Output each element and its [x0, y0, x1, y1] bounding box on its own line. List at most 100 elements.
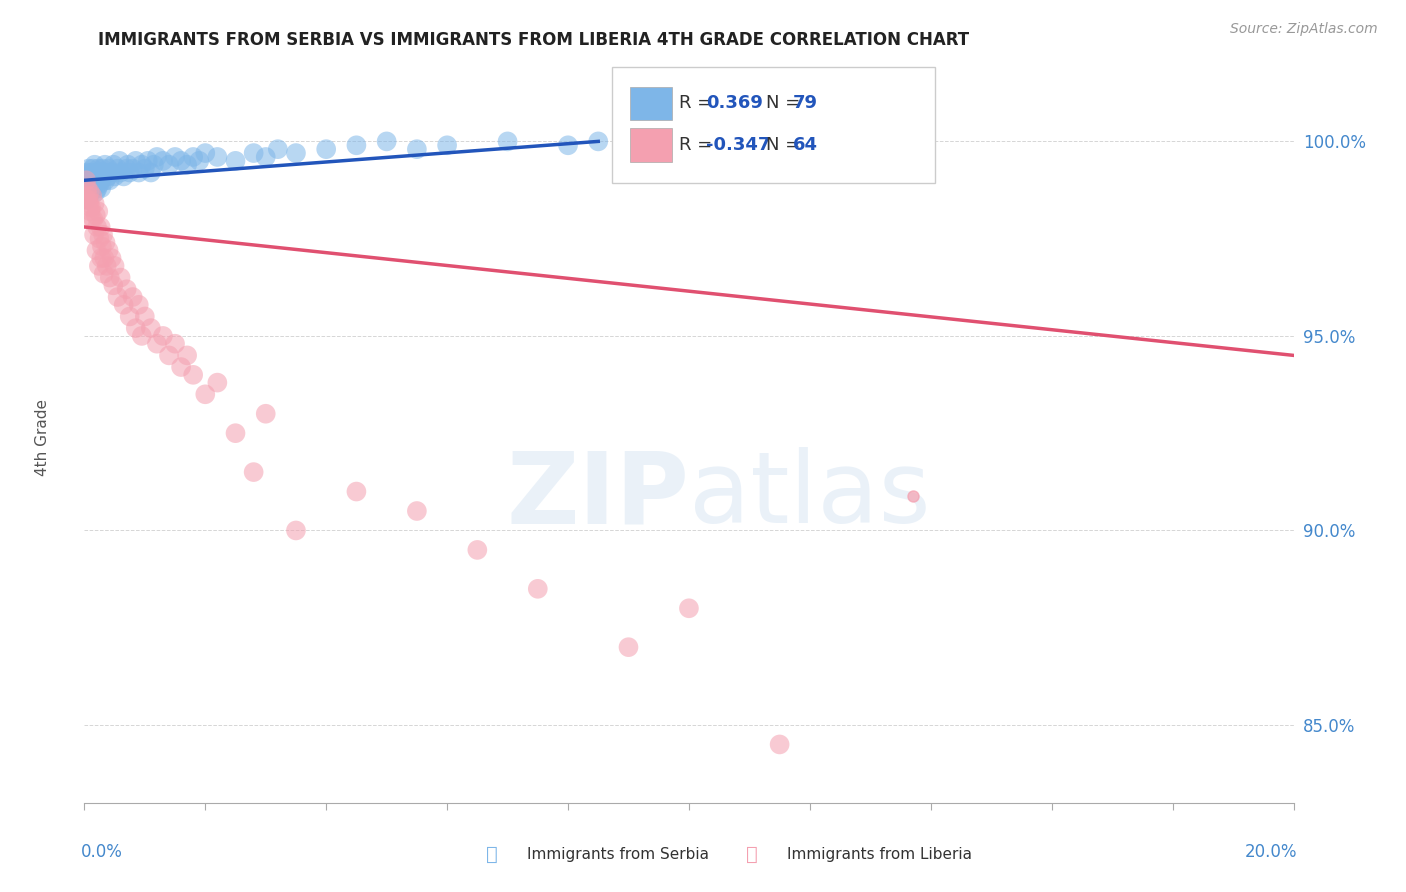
Point: [90, 251, 112, 265]
Point: [125, 153, 148, 168]
Point: [315, 142, 337, 156]
Point: [557, 138, 579, 153]
Point: [87, 169, 110, 184]
Point: [176, 158, 198, 172]
Text: 20.0%: 20.0%: [1244, 843, 1298, 861]
Point: [152, 153, 174, 168]
Point: [87, 259, 110, 273]
Point: [89, 165, 111, 179]
Point: [90, 219, 112, 234]
Point: [76, 193, 98, 207]
Text: ZIP: ZIP: [506, 447, 689, 544]
Point: [87, 204, 110, 219]
Point: [82, 173, 104, 187]
Point: [128, 165, 150, 179]
Point: [146, 336, 169, 351]
Text: ⬜: ⬜: [747, 845, 758, 864]
Point: [170, 359, 193, 374]
Point: [84, 173, 107, 187]
Point: [77, 181, 100, 195]
Point: [617, 640, 640, 655]
Point: [79, 204, 101, 219]
Text: N =: N =: [766, 95, 806, 112]
Point: [80, 165, 103, 179]
Point: [207, 150, 229, 164]
Point: [82, 212, 104, 227]
Point: [79, 177, 101, 191]
Text: N =: N =: [766, 136, 806, 154]
Point: [89, 177, 111, 191]
Point: [225, 426, 247, 441]
Point: [188, 153, 211, 168]
Point: [77, 161, 100, 176]
Point: [131, 158, 153, 172]
Point: [76, 165, 98, 179]
Point: [86, 165, 108, 179]
Point: [165, 150, 187, 164]
Text: Immigrants from Liberia: Immigrants from Liberia: [787, 847, 973, 862]
Point: [100, 165, 122, 179]
Point: [89, 232, 111, 246]
Point: [165, 336, 187, 351]
Point: [110, 165, 132, 179]
Point: [103, 158, 125, 172]
Point: [80, 212, 103, 227]
Point: [96, 259, 118, 273]
Point: [98, 173, 121, 187]
Point: [104, 169, 127, 184]
Point: [254, 407, 277, 421]
Point: [242, 465, 264, 479]
Point: [94, 158, 117, 172]
Point: [346, 484, 368, 499]
Point: [97, 244, 120, 258]
Point: [406, 504, 429, 518]
Point: [181, 150, 204, 164]
Point: [77, 193, 100, 207]
Point: [110, 270, 132, 285]
Point: [118, 310, 141, 324]
Text: Source: ZipAtlas.com: Source: ZipAtlas.com: [1230, 22, 1378, 37]
Point: [157, 158, 180, 172]
Point: [86, 173, 108, 187]
Point: [100, 251, 122, 265]
Point: [91, 161, 114, 176]
Point: [112, 298, 135, 312]
Point: [194, 387, 217, 401]
Point: [97, 161, 120, 176]
Point: [77, 173, 100, 187]
Text: Immigrants from Serbia: Immigrants from Serbia: [527, 847, 709, 862]
Point: [285, 524, 308, 538]
Point: [134, 161, 156, 176]
Point: [76, 181, 98, 195]
Point: [346, 138, 368, 153]
Point: [77, 196, 100, 211]
Point: [527, 582, 550, 596]
Point: [80, 201, 103, 215]
Text: R =: R =: [679, 136, 718, 154]
Point: [496, 135, 519, 149]
Point: [82, 161, 104, 176]
Point: [93, 169, 115, 184]
Point: [467, 542, 489, 557]
Text: atlas: atlas: [689, 447, 931, 544]
Point: [125, 321, 148, 335]
Point: [176, 348, 198, 362]
Text: -0.347: -0.347: [706, 136, 770, 154]
Point: [157, 348, 180, 362]
Point: [225, 153, 247, 168]
Point: [79, 169, 101, 184]
Point: [152, 329, 174, 343]
Point: [83, 227, 105, 242]
Point: [83, 158, 105, 172]
Text: 4th Grade: 4th Grade: [35, 399, 49, 475]
Point: [75, 193, 97, 207]
Text: 0.369: 0.369: [706, 95, 762, 112]
Point: [139, 321, 162, 335]
Point: [142, 158, 165, 172]
Point: [82, 189, 104, 203]
Point: [94, 173, 117, 187]
Point: [375, 135, 398, 149]
Point: [77, 185, 100, 199]
Point: [90, 239, 112, 253]
Point: [194, 146, 217, 161]
